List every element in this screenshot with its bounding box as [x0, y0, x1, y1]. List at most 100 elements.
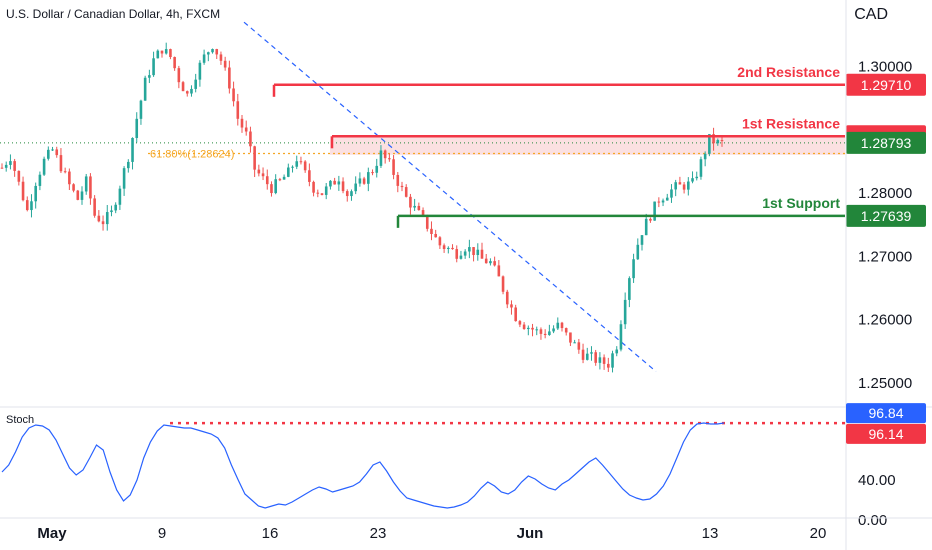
- candle-body: [581, 349, 585, 360]
- candle-body: [535, 329, 539, 331]
- candle-body: [257, 169, 261, 174]
- time-tick-label: Jun: [517, 525, 544, 542]
- candle-body: [434, 233, 437, 238]
- candle-body: [691, 178, 694, 182]
- candle-body: [190, 88, 193, 94]
- candle-body: [712, 134, 715, 144]
- candle-body: [623, 299, 627, 325]
- candle-body: [678, 182, 682, 185]
- stoch-value-badge-text: 96.14: [868, 426, 903, 442]
- candle-body: [105, 212, 109, 225]
- candle-body: [615, 349, 619, 354]
- candle-body: [17, 170, 21, 182]
- candle-body: [211, 49, 214, 53]
- candle-body: [202, 54, 206, 63]
- candle-body: [489, 261, 492, 264]
- candle-body: [181, 82, 185, 92]
- candle-body: [118, 188, 122, 205]
- candle-body: [362, 178, 366, 184]
- time-tick-label: 23: [370, 525, 387, 542]
- candle-body: [51, 149, 54, 151]
- candle-body: [127, 161, 130, 169]
- candle-body: [97, 215, 101, 222]
- candle-body: [379, 150, 383, 166]
- candle-body: [695, 176, 699, 179]
- level-label: 1st Resistance: [742, 115, 840, 131]
- candle-body: [644, 218, 648, 236]
- candle-body: [409, 196, 412, 208]
- candle-body: [720, 140, 724, 142]
- candle-body: [548, 331, 551, 336]
- candle-body: [598, 357, 602, 363]
- candle-body: [291, 166, 294, 168]
- resistance-zone: [330, 136, 845, 155]
- stoch-tick-label: 40.00: [858, 472, 896, 489]
- candle-body: [287, 167, 290, 177]
- candle-body: [413, 205, 416, 208]
- price-axis: 1.30000 1.28000 1.27000 1.26000 1.25000 40.00…: [845, 0, 926, 550]
- candle-body: [236, 101, 240, 119]
- candle-body: [708, 134, 711, 154]
- candle-body: [345, 191, 349, 197]
- candle-body: [569, 332, 572, 343]
- candle-body: [76, 190, 80, 200]
- candle-body: [215, 49, 219, 55]
- price-tick-label: 1.25000: [858, 375, 912, 392]
- price-tick-label: 1.26000: [858, 312, 912, 329]
- candle-body: [122, 168, 126, 189]
- candle-body: [577, 342, 581, 350]
- candle-body: [337, 181, 341, 185]
- candle-body: [358, 178, 362, 184]
- candle-body: [716, 140, 720, 144]
- candle-body: [640, 235, 644, 245]
- candle-body: [459, 255, 463, 259]
- candle-body: [661, 200, 665, 203]
- candle-body: [341, 181, 345, 192]
- candle-body: [274, 179, 277, 194]
- candle-body: [240, 118, 244, 128]
- candle-body: [148, 75, 151, 78]
- candle-body: [42, 158, 46, 175]
- candle-body: [560, 322, 564, 329]
- candle-body: [143, 77, 147, 101]
- candle-body: [185, 91, 189, 94]
- candle-body: [9, 161, 12, 165]
- candle-body: [21, 181, 25, 201]
- candle-body: [417, 205, 421, 211]
- candle-body: [303, 161, 307, 171]
- candle-body: [316, 192, 320, 194]
- candle-body: [265, 176, 269, 185]
- price-pane: 61.80%(1.28624) 2nd Resistance 1.29710 1st…: [0, 21, 926, 373]
- candle-body: [164, 49, 168, 54]
- candle-body: [699, 159, 703, 177]
- candle-body: [665, 197, 669, 201]
- candle-body: [198, 62, 202, 80]
- candle-body: [585, 353, 589, 360]
- candle-body: [34, 185, 37, 202]
- time-tick-label: 9: [158, 525, 166, 542]
- candle-body: [367, 172, 370, 184]
- candle-body: [430, 228, 433, 234]
- current-price-badge: [846, 131, 926, 154]
- fib-label: 61.80%(1.28624): [150, 149, 234, 161]
- candle-body: [501, 276, 505, 292]
- candle-body: [207, 52, 210, 55]
- time-tick-label: 13: [702, 525, 719, 542]
- candle-body: [400, 185, 404, 188]
- candle-body: [244, 127, 248, 132]
- level-label: 1st Support: [762, 195, 840, 211]
- candle-body: [531, 327, 534, 330]
- candle-body: [476, 249, 480, 256]
- candle-body: [30, 201, 33, 211]
- stoch-value-badge: [846, 403, 926, 424]
- candles-group: [0, 42, 724, 373]
- stoch-value-badge: [846, 423, 926, 444]
- candle-body: [505, 291, 509, 305]
- candle-body: [594, 352, 597, 363]
- candle-body: [383, 150, 387, 159]
- candle-body: [261, 173, 265, 177]
- candle-body: [539, 329, 543, 334]
- candle-body: [653, 201, 656, 221]
- candle-body: [232, 88, 235, 102]
